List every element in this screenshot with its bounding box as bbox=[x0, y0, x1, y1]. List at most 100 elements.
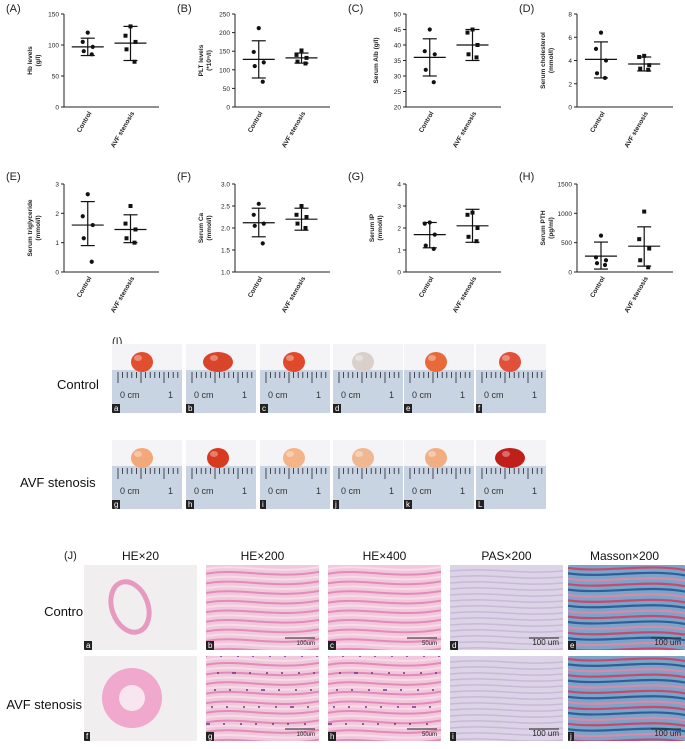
x-tick-label: AVF stenosis bbox=[281, 110, 308, 149]
photo-tag: a bbox=[112, 404, 121, 413]
data-point bbox=[465, 30, 470, 35]
photo-tag: g bbox=[112, 500, 121, 509]
ruler-cm-label: 0 cm bbox=[268, 390, 288, 400]
tissue-drawing bbox=[450, 660, 563, 741]
row-label-control: Control bbox=[44, 604, 86, 619]
panel-label: (E) bbox=[6, 171, 21, 183]
row-label-avf-stenosis: AVF stenosis bbox=[20, 475, 96, 490]
ruler-one-label: 1 bbox=[316, 390, 322, 400]
data-point bbox=[594, 261, 600, 266]
image-tag: i bbox=[450, 732, 456, 741]
y-tick-label: 1 bbox=[397, 248, 401, 255]
y-axis-label: PLT levels(*10⁹/l) bbox=[198, 44, 213, 76]
histology-image: a bbox=[84, 565, 197, 650]
axis-lines bbox=[63, 14, 159, 108]
data-point bbox=[133, 227, 138, 232]
panel-label: (F) bbox=[177, 171, 191, 183]
photo-tag: j bbox=[333, 500, 339, 509]
specimen-photo: 0 cm 1 c bbox=[260, 344, 330, 413]
row-label-avf-stenosis: AVF stenosis bbox=[6, 697, 82, 712]
y-tick-label: 0 bbox=[55, 270, 59, 277]
panel-i-label: (I) bbox=[112, 336, 123, 348]
x-tick-label: Control bbox=[589, 110, 607, 134]
ruler-one-label: 1 bbox=[460, 486, 466, 496]
scale-bar-label: 50um bbox=[421, 641, 437, 647]
data-point bbox=[466, 234, 471, 239]
data-point bbox=[85, 192, 90, 197]
data-point bbox=[128, 204, 133, 208]
y-tick-label: 3 bbox=[397, 204, 401, 211]
photo-tag: b bbox=[186, 404, 195, 413]
ruler-drawing bbox=[112, 344, 182, 413]
ruler-one-label: 1 bbox=[460, 390, 466, 400]
data-point bbox=[90, 44, 95, 49]
data-point bbox=[299, 48, 304, 53]
tissue-drawing bbox=[450, 569, 563, 650]
ruler-one-label: 1 bbox=[242, 486, 248, 496]
axis-lines bbox=[576, 14, 673, 108]
ruler-one-label: 1 bbox=[316, 486, 322, 496]
data-point bbox=[470, 210, 475, 215]
ruler-drawing bbox=[404, 440, 474, 509]
column-header: PAS×200 bbox=[481, 549, 532, 563]
y-tick-label: 200 bbox=[219, 30, 230, 37]
specimen-photo: 0 cm 1 L bbox=[476, 440, 546, 509]
data-point bbox=[260, 241, 265, 246]
histology-image: h 50um bbox=[328, 656, 441, 741]
y-axis-label: Serum Ca(mmol/l) bbox=[198, 212, 213, 243]
ruler-cm-label: 0 cm bbox=[484, 390, 504, 400]
y-tick-label: 0 bbox=[226, 105, 230, 112]
y-axis-label: Serum cholesterol(mmol/l) bbox=[540, 32, 555, 89]
ruler-cm-label: 0 cm bbox=[412, 486, 432, 496]
image-tag: j bbox=[568, 732, 574, 741]
data-point bbox=[602, 75, 608, 81]
scale-bar-label: 100 um bbox=[654, 729, 681, 738]
column-header: HE×20 bbox=[121, 549, 160, 563]
data-point bbox=[133, 39, 138, 44]
histology-image: c 50um bbox=[328, 565, 441, 650]
data-point bbox=[638, 258, 643, 263]
y-tick-label: 1 bbox=[55, 240, 59, 247]
panel-label: (D) bbox=[519, 3, 534, 15]
data-point bbox=[294, 52, 299, 57]
image-tag: e bbox=[568, 641, 577, 650]
specimen-photo: 0 cm 1 f bbox=[476, 344, 546, 413]
chart-5: (F) 1.0 1.5 2.0 2.5 3.0 Serum Ca(mmol/l) Contro… bbox=[177, 171, 330, 314]
specimen-photo: 0 cm 1 h bbox=[186, 440, 256, 509]
ruler-cm-label: 0 cm bbox=[120, 390, 140, 400]
image-tag: d bbox=[450, 641, 459, 650]
data-point bbox=[474, 55, 479, 60]
data-point bbox=[637, 55, 642, 60]
image-tag: b bbox=[206, 641, 215, 650]
x-tick-label: Control bbox=[589, 275, 607, 299]
histology-image: e 100 um bbox=[568, 565, 685, 650]
data-point bbox=[475, 43, 480, 47]
x-tick-label: AVF stenosis bbox=[110, 275, 137, 314]
column-header: HE×200 bbox=[240, 549, 285, 563]
data-point bbox=[642, 209, 647, 214]
data-point bbox=[427, 220, 432, 225]
y-tick-label: 40 bbox=[394, 43, 402, 50]
data-point bbox=[299, 204, 304, 208]
x-tick-label: Control bbox=[76, 110, 94, 134]
tissue-drawing bbox=[568, 657, 685, 741]
column-header: Masson×200 bbox=[589, 549, 660, 563]
photo-tag: f bbox=[476, 404, 483, 413]
data-point bbox=[304, 55, 309, 60]
y-tick-label: 4 bbox=[397, 182, 401, 189]
y-tick-label: 1.5 bbox=[221, 248, 230, 255]
scale-bar-label: 50um bbox=[421, 732, 437, 738]
data-point bbox=[252, 223, 257, 228]
tissue-drawing bbox=[206, 566, 319, 650]
histology-image: g 100um bbox=[206, 656, 319, 741]
chart-3: (D) 0 2 4 6 8 Serum cholesterol(mmol/l) Control… bbox=[519, 3, 673, 149]
y-axis-label: Serum IP(mmol/l) bbox=[369, 213, 384, 242]
axis-lines bbox=[405, 14, 501, 108]
data-point bbox=[80, 39, 85, 45]
image-tag: g bbox=[206, 732, 215, 741]
specimen-photo: 0 cm 1 i bbox=[260, 440, 330, 509]
ruler-one-label: 1 bbox=[168, 486, 174, 496]
data-point bbox=[431, 246, 436, 251]
y-tick-label: 150 bbox=[48, 12, 59, 19]
data-point bbox=[603, 58, 609, 63]
